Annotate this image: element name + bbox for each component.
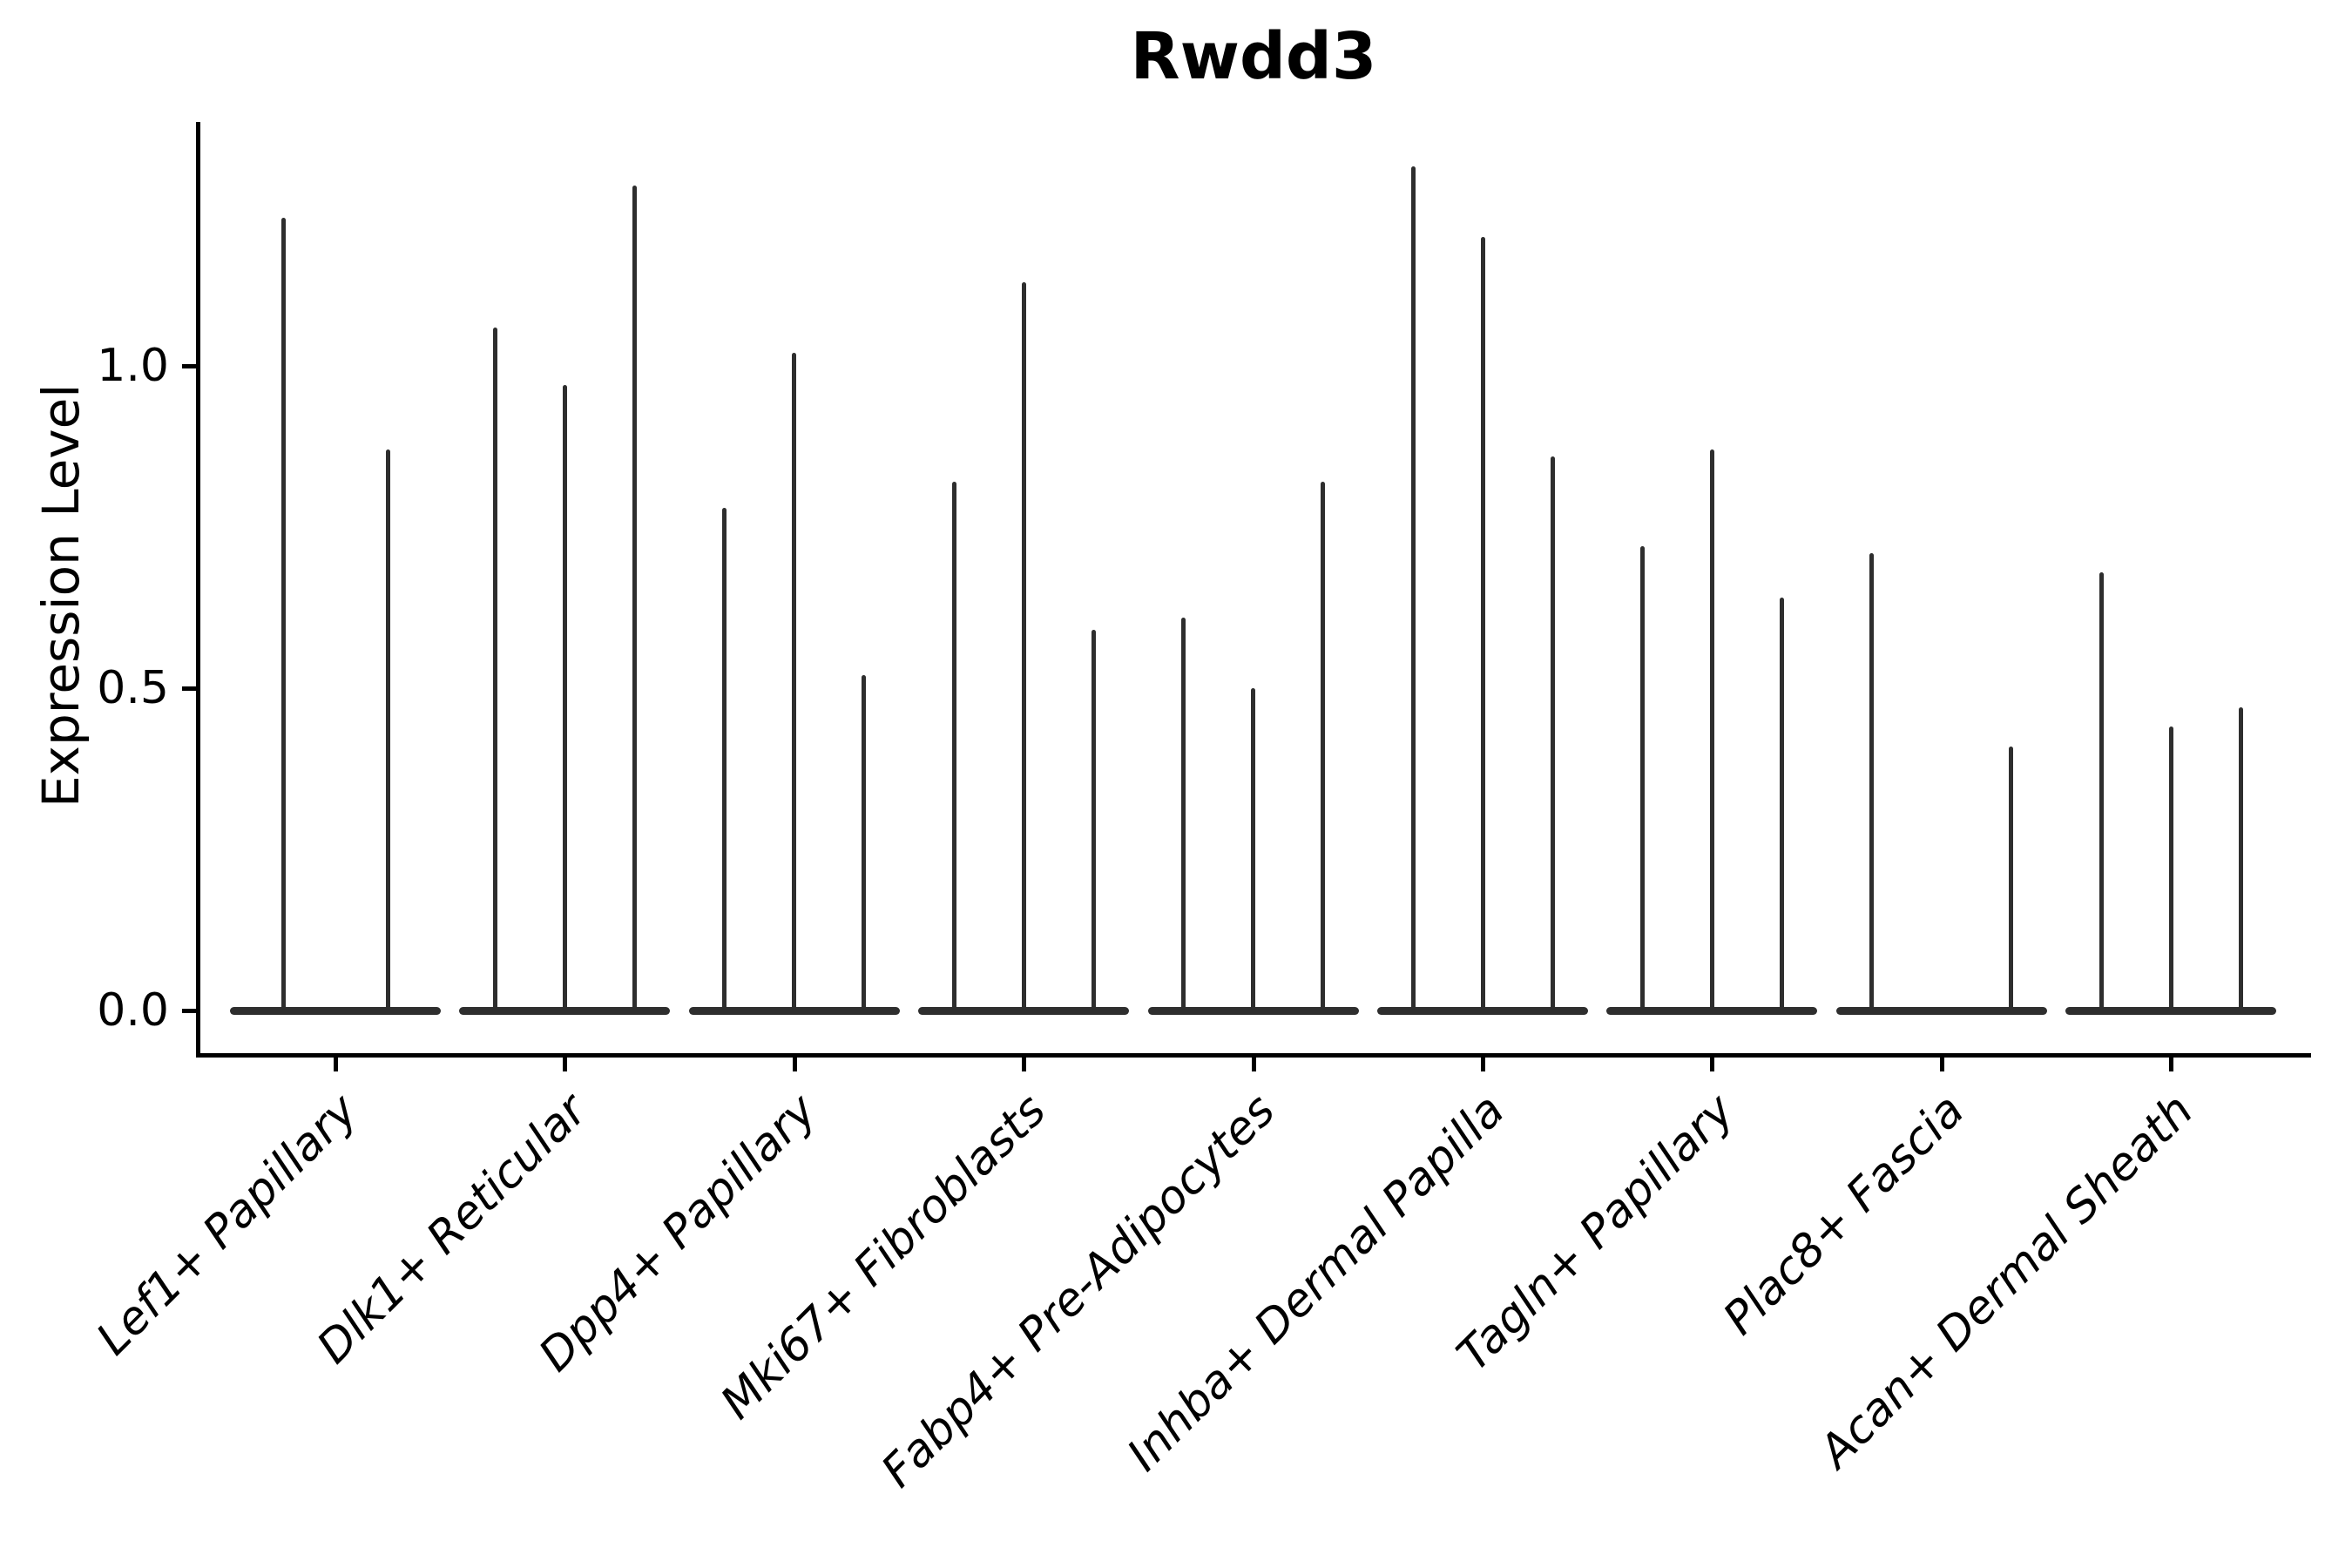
x-tick-mark — [563, 1058, 568, 1071]
x-tick-mark — [792, 1058, 797, 1071]
violin-spike — [562, 385, 567, 1010]
violin-spike — [1091, 630, 1096, 1010]
violin-spike — [385, 449, 390, 1010]
x-tick-mark — [1481, 1058, 1485, 1071]
violin-spike — [792, 353, 797, 1010]
violin-spike — [632, 185, 637, 1010]
violin-spike — [951, 482, 956, 1010]
x-category-label: Acan+ Dermal Sheath — [1809, 1084, 2204, 1478]
y-tick-mark — [182, 1009, 198, 1013]
y-axis-spine — [196, 122, 200, 1058]
x-tick-mark — [1939, 1058, 1944, 1071]
violin-base — [688, 1006, 900, 1015]
violin-spike — [1869, 552, 1875, 1010]
x-category-label: Inhba+ Dermal Papilla — [1118, 1084, 1516, 1482]
violin-spike — [1251, 688, 1256, 1010]
violin-base — [230, 1006, 441, 1015]
violin-base — [918, 1006, 1130, 1015]
violin-spike — [1480, 237, 1485, 1010]
violin-spike — [492, 327, 497, 1010]
violin-spike — [1709, 449, 1714, 1010]
y-tick-mark — [182, 364, 198, 368]
y-tick-mark — [182, 686, 198, 691]
x-tick-mark — [334, 1058, 338, 1071]
x-axis-spine — [196, 1053, 2311, 1058]
x-category-label: Plac8+ Fascia — [1713, 1084, 1975, 1346]
chart-title: Rwdd3 — [1130, 19, 1377, 94]
violin-spike — [2099, 571, 2104, 1010]
violin-spike — [1410, 166, 1416, 1010]
violin-spike — [1550, 456, 1555, 1010]
violin-spike — [1021, 281, 1026, 1010]
x-tick-mark — [1251, 1058, 1256, 1071]
violin-base — [2065, 1006, 2277, 1015]
violin-spike — [1181, 617, 1186, 1010]
violin-base — [1147, 1006, 1359, 1015]
violin-spike — [1321, 482, 1326, 1010]
violin-spike — [2009, 746, 2014, 1010]
violin-base — [1606, 1006, 1818, 1015]
violin-spike — [1779, 598, 1784, 1010]
x-category-label: Fabp4+ Pre-Adipocytes — [872, 1084, 1286, 1498]
x-tick-mark — [1710, 1058, 1715, 1071]
y-tick-label: 1.0 — [97, 340, 169, 392]
violin-base — [1377, 1006, 1588, 1015]
violin-base — [1835, 1006, 2047, 1015]
violin-spike — [2238, 707, 2243, 1010]
violin-spike — [862, 675, 867, 1010]
x-tick-mark — [2169, 1058, 2174, 1071]
violin-spike — [1639, 546, 1645, 1010]
violin-spike — [2168, 727, 2173, 1010]
y-tick-label: 0.0 — [97, 984, 169, 1037]
y-tick-label: 0.5 — [97, 662, 169, 714]
violin-base — [459, 1006, 671, 1015]
violin-spike — [722, 507, 727, 1010]
x-tick-mark — [1022, 1058, 1027, 1071]
violin-spike — [280, 217, 286, 1010]
y-axis-label: Expression Level — [31, 383, 91, 808]
